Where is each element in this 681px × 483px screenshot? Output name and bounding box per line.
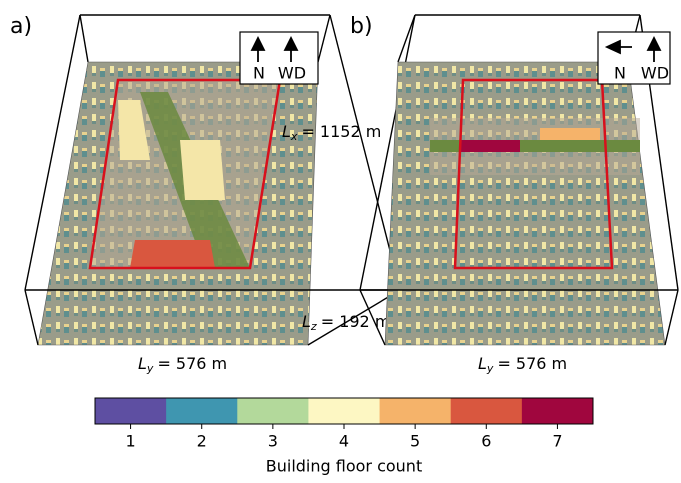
symbol: L [478,354,487,373]
dimension-label: Lz = 192 m [302,312,390,334]
value: = 192 m [321,312,391,331]
dimension-label: Ly= 576 m [138,354,227,376]
colorbar-label: Building floor count [266,457,422,476]
symbol: L [138,354,147,373]
symbol: L [282,122,291,141]
colorbar-tick-label: 3 [268,432,278,451]
colorbar-tick-label: 4 [339,432,349,451]
colorbar-segment [451,398,523,424]
compass-wind: WD [278,64,306,83]
value: = 576 m [157,354,227,373]
colorbar-tick-label: 1 [125,432,135,451]
panel-b-scene [360,15,678,345]
panel-a-scene [25,15,400,345]
colorbar-segment [95,398,167,424]
colorbar-tick-label: 5 [410,432,420,451]
colorbar-segment [237,398,309,424]
colorbar-tick-label: 2 [197,432,207,451]
subscript: y [146,362,154,375]
compass-north: N [614,64,626,83]
compass-wind: WD [641,64,669,83]
colorbar-segment [166,398,238,424]
colorbar: 1 2 3 4 5 6 7 [95,398,594,451]
subscript: y [486,362,494,375]
dimension-label: Ly= 576 m [478,354,567,376]
colorbar-segment [522,398,594,424]
colorbar-segment [380,398,452,424]
value: = 576 m [497,354,567,373]
colorbar-tick-label: 7 [552,432,562,451]
colorbar-segment [308,398,380,424]
panel-label: b) [350,14,373,39]
symbol: L [302,312,311,331]
subscript: z [310,320,317,333]
compass-north: N [253,64,265,83]
value: = 1152 m [301,122,381,141]
subscript: x [290,130,298,143]
panel-label: a) [10,14,32,39]
figure: a) N WD Lx= 1152 m Lz= 192 m Ly= 576 m b… [0,0,681,479]
colorbar-tick-label: 6 [481,432,491,451]
